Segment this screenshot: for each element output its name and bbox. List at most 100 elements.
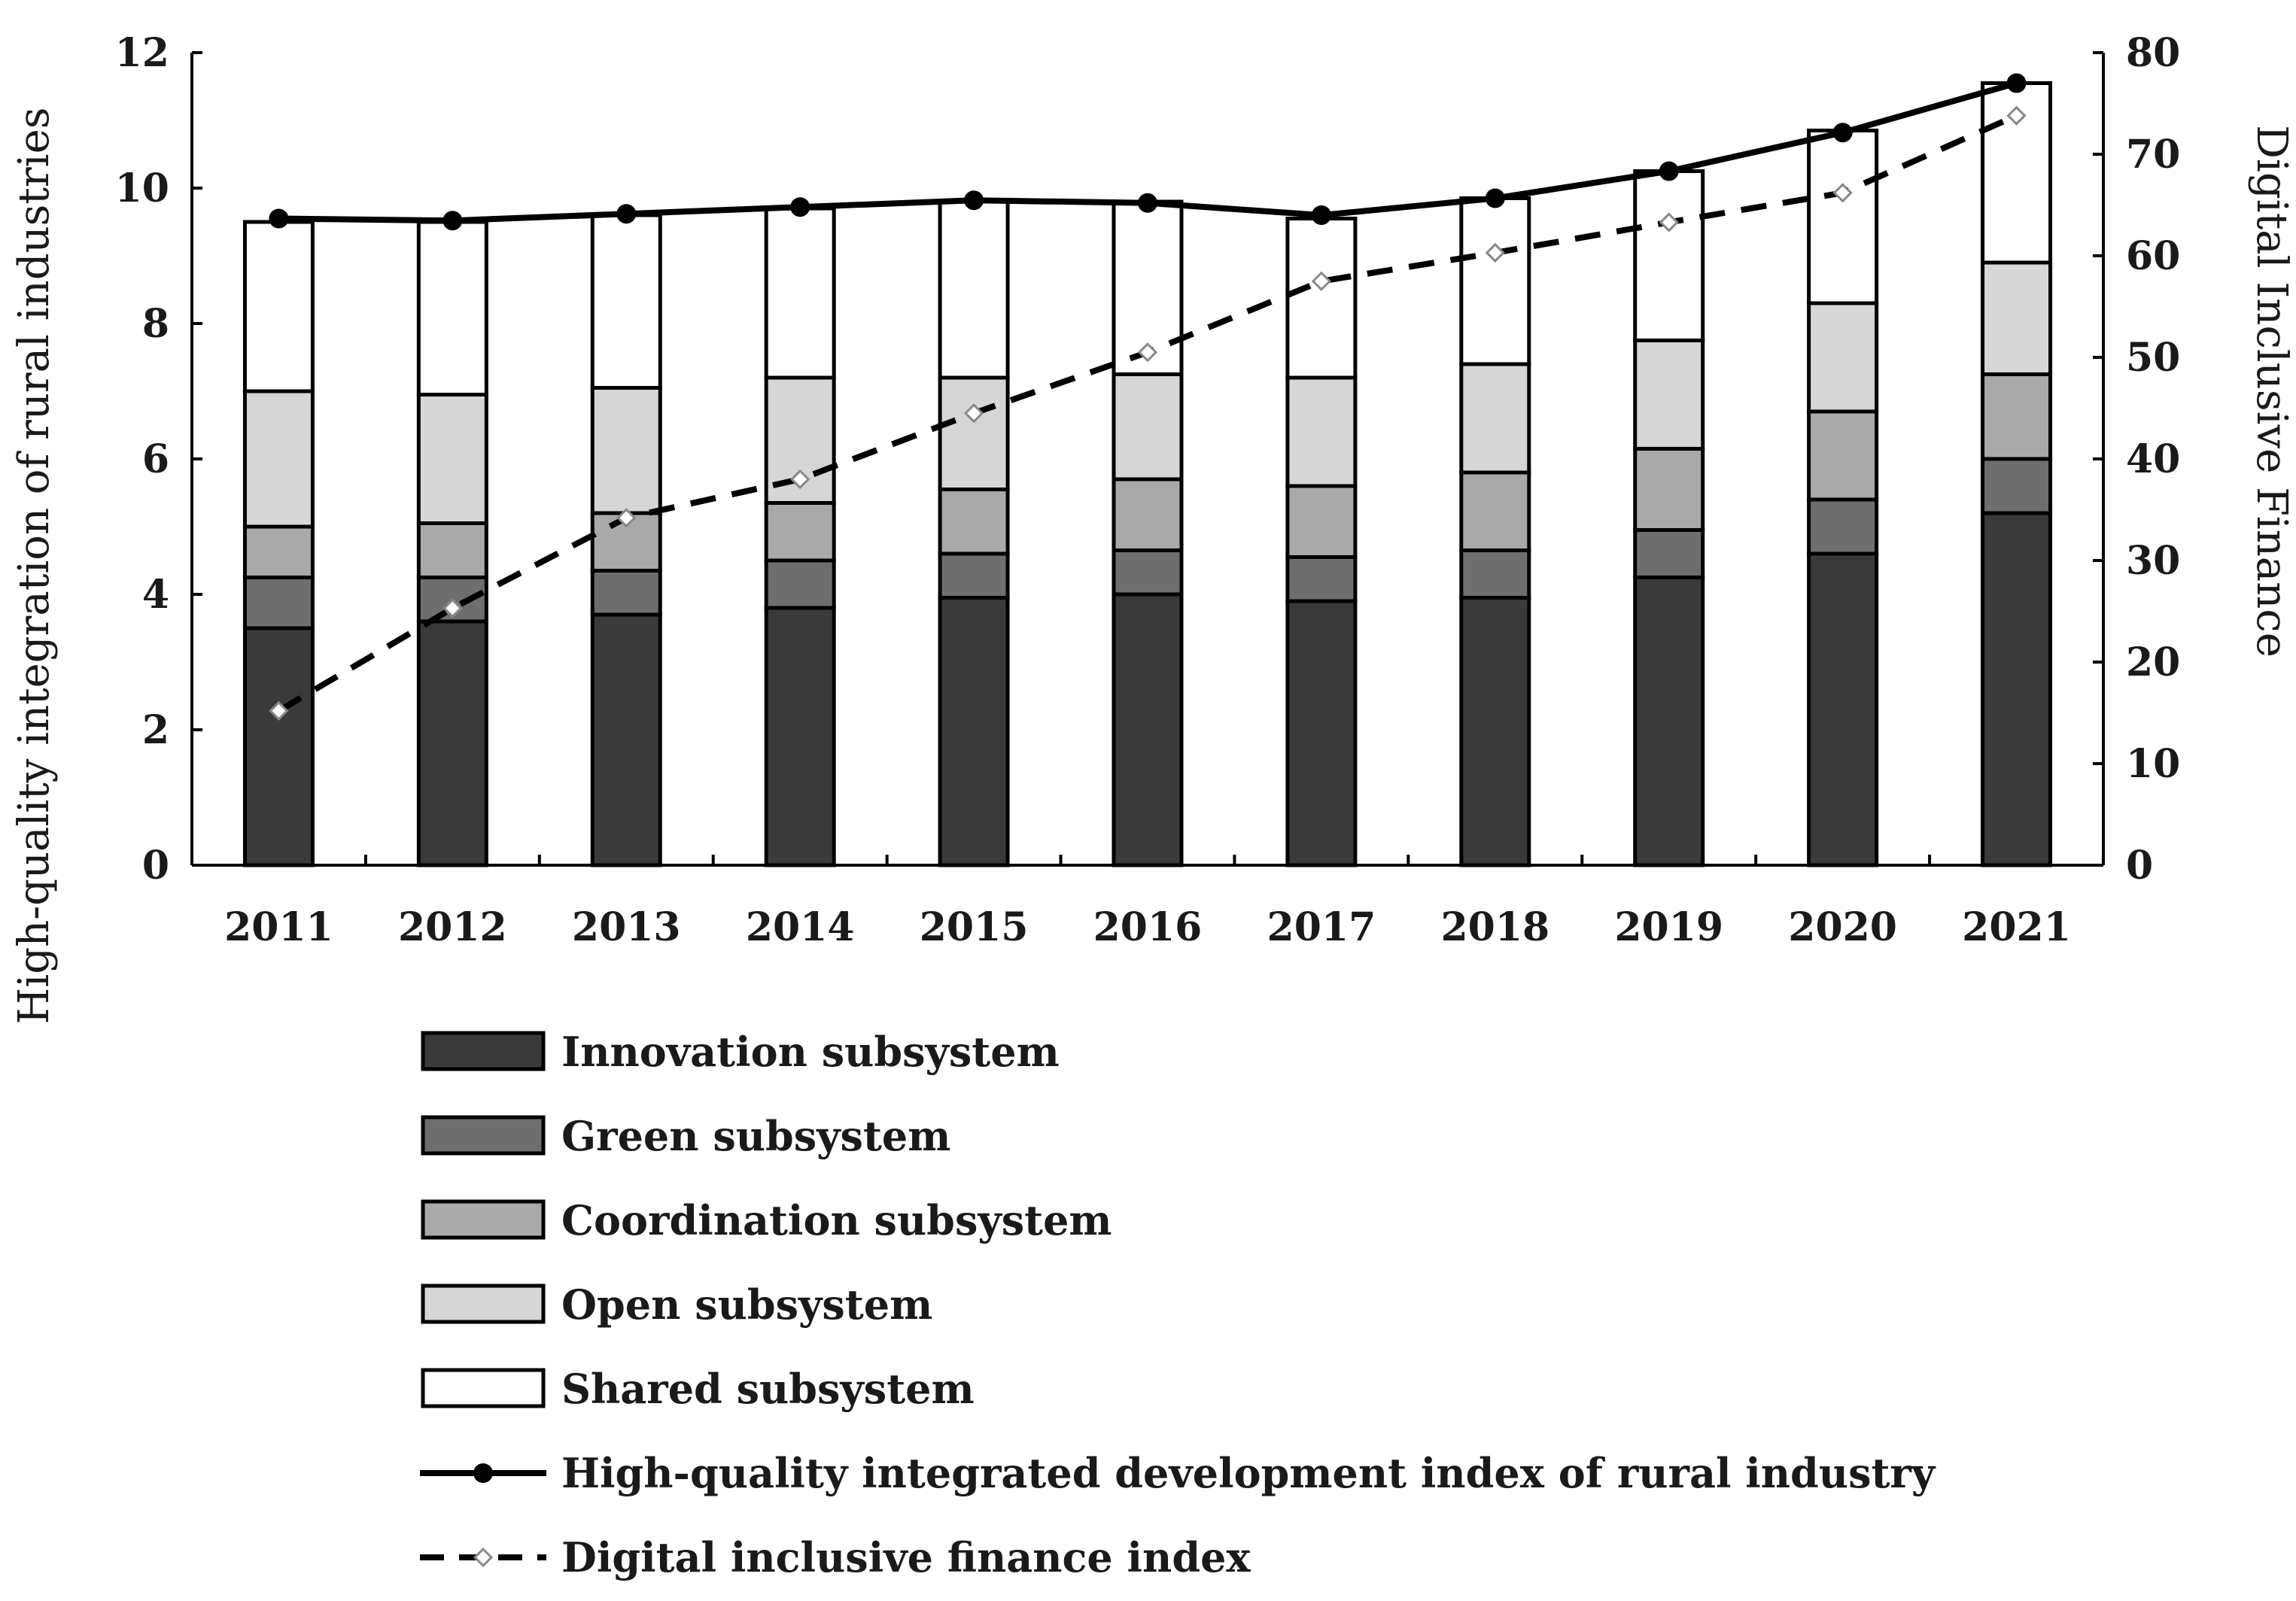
- y-left-tick-label: 6: [142, 436, 169, 482]
- hq-index-point: [442, 211, 463, 231]
- hq-index-point: [1659, 161, 1679, 181]
- bar-green: [1285, 555, 1358, 603]
- bar-coordination: [1112, 477, 1184, 552]
- dif-index-point: [963, 403, 984, 424]
- bar-shared: [1285, 217, 1358, 380]
- bar-green: [1459, 548, 1531, 600]
- legend-label-open: Open subsystem: [561, 1280, 932, 1329]
- bar-green: [242, 576, 315, 630]
- bar-coordination: [764, 501, 836, 563]
- bar-innovation: [938, 596, 1010, 867]
- bar-shared: [1807, 129, 1879, 305]
- bar-green: [590, 569, 662, 617]
- dif-index-point: [1832, 183, 1853, 203]
- bar-shared: [242, 220, 315, 393]
- bar-innovation: [1981, 511, 2053, 867]
- x-tick-label: 2011: [224, 904, 333, 950]
- ticks: 0 2 4 6 8 10 12 0 10 20 30 40 50 60 70 80 2011 2012 2013 20…: [115, 30, 2181, 950]
- hq-index-point: [269, 208, 289, 229]
- bar-coordination: [1285, 484, 1358, 559]
- bar-green: [1112, 548, 1184, 597]
- legend-item-innovation: Innovation subsystem: [421, 1028, 1060, 1076]
- bar-shared: [938, 199, 1010, 380]
- x-tick-label: 2019: [1614, 904, 1723, 950]
- hq-index-point: [790, 197, 810, 217]
- bar-innovation: [1112, 592, 1184, 867]
- y-right-tick-label: 40: [2126, 436, 2180, 482]
- bar-green: [1807, 497, 1879, 556]
- hq-index-point: [1832, 123, 1853, 143]
- bar-open: [242, 389, 315, 529]
- legend-label-shared: Shared subsystem: [561, 1365, 975, 1413]
- hq-index-point: [1485, 188, 1505, 208]
- bar-open: [938, 375, 1010, 491]
- y-axis-right-title: Digital Inclusive Finance: [2247, 125, 2296, 658]
- x-tick-label: 2017: [1267, 904, 1376, 950]
- legend-marker-hq-index: [473, 1463, 493, 1483]
- hq-index-point: [1311, 205, 1331, 225]
- dif-index-point: [1311, 271, 1332, 291]
- bar-innovation: [1633, 576, 1705, 867]
- bar-coordination: [1981, 372, 2053, 461]
- bar-coordination: [416, 521, 488, 579]
- y-right-tick-label: 60: [2126, 233, 2180, 279]
- bar-green: [938, 551, 1010, 600]
- legend-label-dif-index: Digital inclusive finance index: [561, 1533, 1251, 1581]
- lines: [269, 73, 2027, 721]
- y-right-tick-label: 70: [2126, 132, 2180, 178]
- bar-shared: [1459, 196, 1531, 366]
- y-left-tick-label: 0: [142, 843, 169, 889]
- bar-open: [1981, 260, 2053, 376]
- y-right-tick-label: 10: [2126, 741, 2180, 787]
- dif-index-point: [269, 700, 289, 721]
- legend-swatch-innovation: [421, 1031, 546, 1071]
- bar-innovation: [416, 619, 488, 867]
- x-tick-label: 2012: [398, 904, 507, 950]
- bar-innovation: [1285, 599, 1358, 867]
- dif-index-point: [442, 598, 463, 618]
- dif-index-point: [1137, 342, 1158, 363]
- legend-item-shared: Shared subsystem: [421, 1365, 975, 1413]
- legend-label-innovation: Innovation subsystem: [561, 1028, 1060, 1076]
- y-axis-left-title: High-quality integration of rural indust…: [10, 108, 59, 1025]
- dif-index-point: [2006, 105, 2027, 126]
- bar-shared: [764, 206, 836, 380]
- dif-index-point: [616, 508, 637, 528]
- bar-shared: [416, 220, 488, 396]
- legend-item-hq-index: High-quality integrated development inde…: [420, 1449, 1936, 1497]
- y-left-tick-label: 10: [115, 166, 169, 211]
- x-tick-label: 2021: [1962, 904, 2071, 950]
- x-tick-label: 2014: [746, 904, 855, 950]
- bar-open: [1112, 372, 1184, 482]
- bar-green: [1981, 457, 2053, 515]
- bar-open: [1285, 375, 1358, 488]
- bar-open: [1633, 339, 1705, 451]
- hq-index-point: [964, 190, 984, 211]
- legend-swatch-green: [421, 1115, 546, 1156]
- bar-open: [416, 393, 488, 525]
- bar-innovation: [1459, 596, 1531, 867]
- x-tick-label: 2013: [572, 904, 681, 950]
- legend-label-hq-index: High-quality integrated development inde…: [561, 1449, 1936, 1497]
- legend-item-dif-index: Digital inclusive finance index: [420, 1533, 1251, 1581]
- bar-open: [1459, 362, 1531, 475]
- x-tick-label: 2015: [920, 904, 1029, 950]
- hq-index-point: [2006, 73, 2027, 93]
- legend-marker-dif-index: [473, 1547, 494, 1568]
- y-right-tick-label: 50: [2126, 335, 2180, 381]
- legend-label-green: Green subsystem: [561, 1112, 950, 1160]
- y-left-tick-label: 8: [142, 301, 169, 347]
- legend-item-green: Green subsystem: [421, 1112, 950, 1160]
- y-right-tick-label: 30: [2126, 538, 2180, 584]
- y-right-tick-label: 0: [2126, 843, 2153, 889]
- bar-open: [1807, 301, 1879, 414]
- bars: [242, 81, 2053, 867]
- legend-item-coordination: Coordination subsystem: [421, 1196, 1112, 1244]
- bar-open: [590, 386, 662, 515]
- bar-coordination: [1633, 447, 1705, 532]
- y-left-tick-label: 4: [142, 572, 169, 618]
- y-left-tick-label: 12: [115, 30, 169, 76]
- x-tick-label: 2018: [1440, 904, 1549, 950]
- dif-index-point: [790, 469, 810, 490]
